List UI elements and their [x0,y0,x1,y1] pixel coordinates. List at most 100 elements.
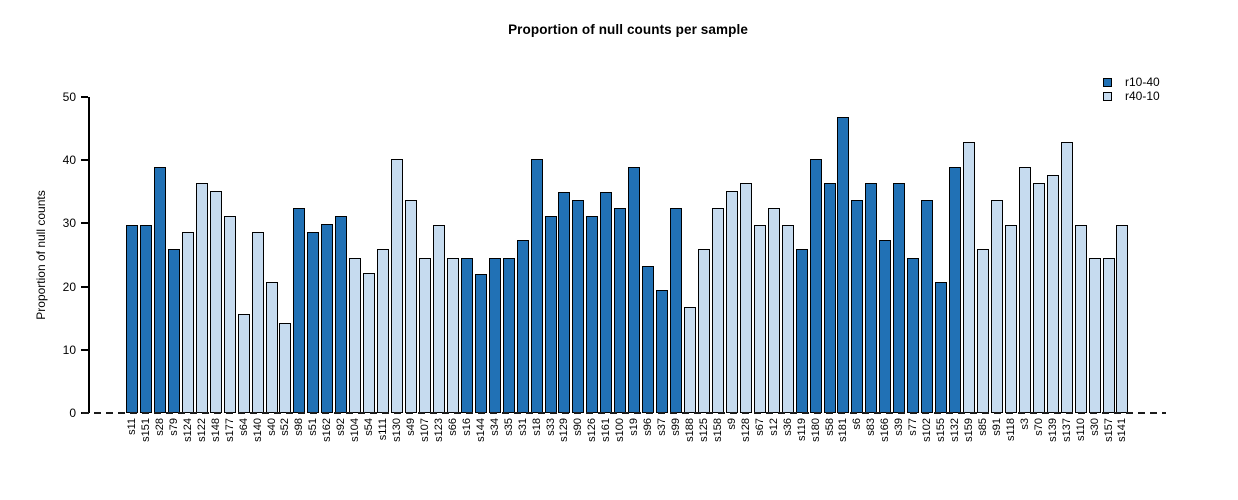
x-tick-label-s159: s159 [962,418,976,482]
bar-s181 [837,117,849,413]
x-tick-label-s37: s37 [655,418,669,482]
x-tick-text: s111 [376,418,389,441]
y-tick-mark-20 [81,286,88,288]
x-tick-text: s132 [948,418,961,442]
x-tick-label-s110: s110 [1074,418,1088,482]
x-tick-label-s58: s58 [823,418,837,482]
x-tick-label-s119: s119 [795,418,809,482]
x-tick-label-s177: s177 [223,418,237,482]
legend: r10-40 r40-10 [1103,75,1160,103]
x-tick-text: s34 [488,418,501,436]
x-tick-text: s70 [1032,418,1045,436]
x-tick-text: s129 [557,418,570,442]
legend-label: r40-10 [1125,89,1160,103]
x-tick-label-s139: s139 [1046,418,1060,482]
x-tick-text: s177 [223,418,236,442]
x-tick-label-s77: s77 [906,418,920,482]
x-tick-label-s51: s51 [306,418,320,482]
bar-s139 [1047,175,1059,413]
x-tick-text: s151 [139,418,152,442]
x-tick-text: s124 [181,418,194,442]
x-tick-label-s148: s148 [209,418,223,482]
x-tick-label-s28: s28 [153,418,167,482]
bar-s67 [754,225,766,413]
x-tick-text: s139 [1046,418,1059,442]
x-tick-label-s161: s161 [599,418,613,482]
x-tick-label-s30: s30 [1088,418,1102,482]
bar-s128 [740,183,752,413]
x-tick-text: s58 [823,418,836,436]
bar-s100 [614,208,626,413]
bar-s9 [726,191,738,413]
x-tick-label-s151: s151 [139,418,153,482]
x-tick-label-s96: s96 [641,418,655,482]
bar-s6 [851,200,863,413]
x-tick-label-s124: s124 [181,418,195,482]
x-tick-text: s79 [167,418,180,436]
bar-s52 [279,323,291,413]
x-tick-label-s132: s132 [948,418,962,482]
x-tick-label-s11: s11 [125,418,139,482]
x-tick-label-s18: s18 [530,418,544,482]
x-tick-label-s100: s100 [613,418,627,482]
x-tick-label-s90: s90 [571,418,585,482]
x-tick-label-s79: s79 [167,418,181,482]
bar-s90 [572,200,584,413]
bar-s141 [1116,225,1128,413]
bar-s37 [656,290,668,413]
bar-s129 [558,192,570,413]
bar-s125 [698,249,710,413]
x-tick-label-s49: s49 [404,418,418,482]
y-tick-mark-40 [81,159,88,161]
x-tick-text: s126 [585,418,598,442]
x-tick-text: s98 [292,418,305,436]
x-tick-text: s12 [767,418,780,436]
legend-label: r10-40 [1125,75,1160,89]
x-tick-label-s6: s6 [850,418,864,482]
bar-s102 [921,200,933,413]
bar-s155 [935,282,947,413]
bar-s158 [712,208,724,413]
x-tick-label-s137: s137 [1060,418,1074,482]
x-tick-label-s128: s128 [739,418,753,482]
x-tick-text: s66 [446,418,459,436]
x-tick-label-s107: s107 [418,418,432,482]
bar-s19 [628,167,640,413]
x-tick-text: s30 [1088,418,1101,436]
x-tick-label-s54: s54 [362,418,376,482]
bar-s66 [447,258,459,413]
bar-s118 [1005,225,1017,413]
bar-s132 [949,167,961,413]
x-tick-text: s35 [502,418,515,436]
x-tick-label-s118: s118 [1004,418,1018,482]
x-tick-text: s161 [599,418,612,442]
x-tick-text: s11 [125,418,138,435]
x-tick-label-s180: s180 [809,418,823,482]
x-tick-text: s91 [990,418,1003,436]
x-tick-label-s19: s19 [627,418,641,482]
x-tick-text: s148 [209,418,222,442]
bar-s177 [224,216,236,413]
bar-s79 [168,249,180,413]
y-tick-label-50: 50 [62,90,76,104]
x-tick-text: s6 [850,418,863,430]
bar-s30 [1089,258,1101,413]
bar-s12 [768,208,780,413]
bar-s49 [405,200,417,413]
x-tick-text: s118 [1004,418,1017,442]
bar-s92 [335,216,347,413]
bar-s34 [489,258,501,413]
x-tick-text: s3 [1018,418,1031,430]
x-tick-text: s141 [1115,418,1128,442]
bar-s54 [363,273,375,413]
bar-s98 [293,208,305,413]
x-tick-label-s144: s144 [474,418,488,482]
x-tick-label-s3: s3 [1018,418,1032,482]
x-tick-text: s157 [1102,418,1115,442]
bar-s35 [503,258,515,413]
bar-s28 [154,167,166,413]
x-tick-text: s122 [195,418,208,442]
x-tick-text: s181 [836,418,849,442]
x-tick-text: s51 [306,418,319,436]
x-tick-text: s36 [781,418,794,436]
